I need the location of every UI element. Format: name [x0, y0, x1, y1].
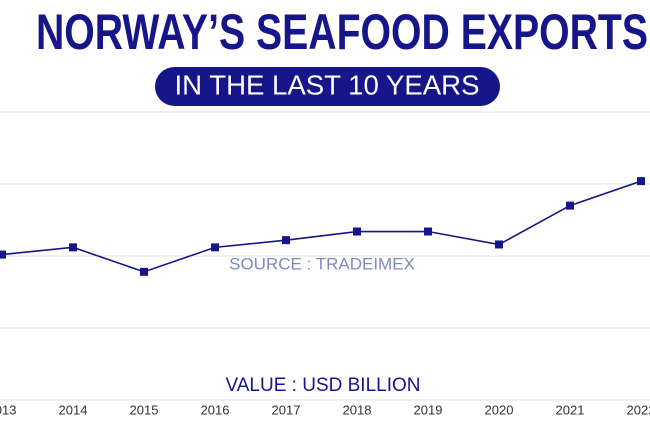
source-note: SOURCE : TRADEIMEX: [229, 254, 415, 273]
x-tick-label: 2017: [272, 402, 301, 417]
subtitle: IN THE LAST 10 YEARS: [175, 69, 480, 100]
point: [0, 250, 6, 259]
x-tick-label: 2013: [0, 402, 16, 417]
grid: [0, 111, 650, 401]
point: [424, 227, 432, 236]
x-tick-label: 2015: [130, 402, 159, 417]
x-tick-label: 2016: [201, 402, 230, 417]
chart-body: SOURCE : TRADEIMEX VALUE : USD BILLION 2…: [0, 4, 650, 417]
value-note: VALUE : USD BILLION: [226, 375, 421, 396]
x-tick-label: 2020: [485, 402, 514, 417]
x-tick-label: 2018: [343, 402, 372, 417]
x-tick-label: 2019: [414, 402, 443, 417]
point: [566, 201, 574, 210]
x-tick-label: 2021: [556, 402, 585, 417]
point: [69, 243, 77, 252]
plot: 2013 2014 2015 2016 2017 2018 2019 2020 2021 2022: [0, 177, 650, 417]
point: [353, 227, 361, 236]
chart-title: NORWAY’S SEAFOOD EXPORTS: [36, 4, 648, 60]
series-line: [1, 180, 642, 273]
point: [211, 243, 219, 252]
point: [637, 177, 645, 186]
point: [282, 236, 290, 245]
x-tick-label: 2014: [59, 402, 88, 417]
point: [140, 267, 148, 276]
subtitle-pill: [155, 67, 500, 106]
x-tick-label: 2022: [627, 402, 650, 417]
point: [495, 240, 503, 249]
